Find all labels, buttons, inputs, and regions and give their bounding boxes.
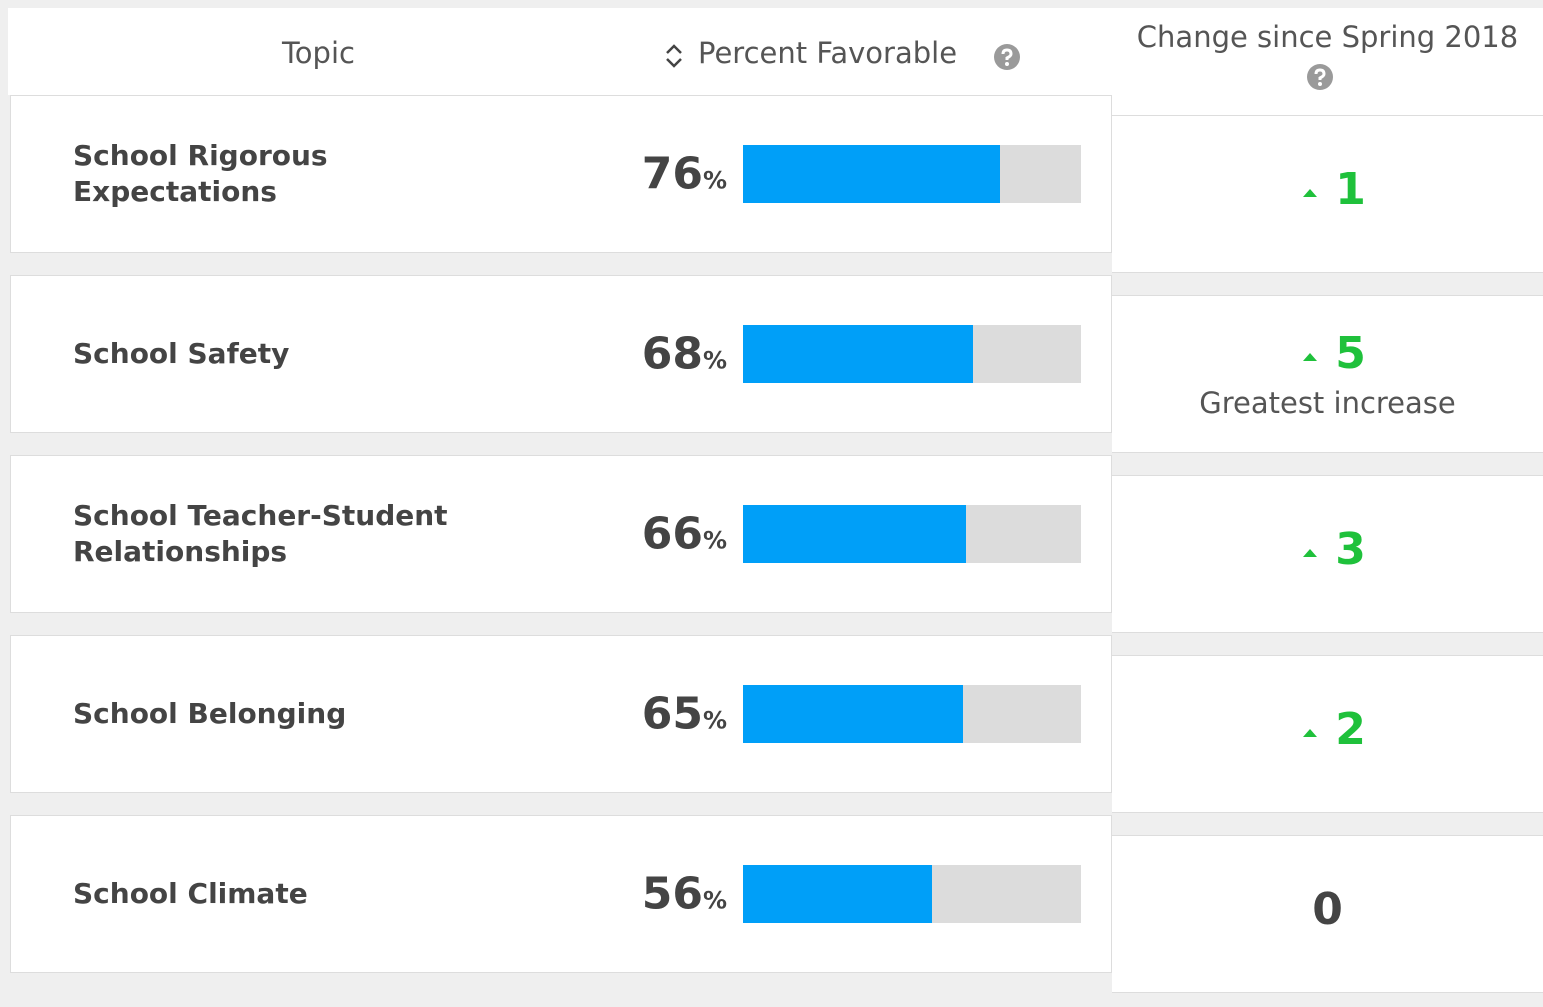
header-topic: Topic: [282, 36, 355, 70]
bar: [743, 145, 1000, 203]
header-change-bg: [1112, 8, 1543, 115]
help-icon[interactable]: [1306, 63, 1334, 91]
change-card: 0: [1112, 835, 1543, 993]
percent-value: 76%: [642, 149, 727, 200]
change-value: 3: [1112, 524, 1543, 575]
topic-label: School Rigorous Expectations: [73, 139, 328, 208]
topic-label: School Belonging: [73, 697, 347, 730]
sort-icon[interactable]: [664, 43, 684, 69]
bar: [743, 505, 967, 563]
percent-number: 65: [641, 688, 703, 740]
topic-card: School Climate 56%: [10, 815, 1112, 973]
change-card: 3: [1112, 475, 1543, 633]
change-number: 2: [1335, 704, 1366, 755]
header-change: Change since Spring 2018: [1136, 20, 1519, 54]
change-number: 5: [1335, 328, 1366, 379]
percent-value: 68%: [642, 329, 727, 380]
change-value: 0: [1112, 884, 1543, 935]
up-arrow: [1303, 549, 1318, 557]
percent-number: 56: [641, 868, 703, 920]
bar-track: [743, 865, 1081, 923]
change-value: 1: [1112, 164, 1543, 215]
change-card: 2: [1112, 655, 1543, 813]
bar-track: [743, 325, 1081, 383]
bar: [743, 685, 963, 743]
percent-value: 65%: [642, 689, 727, 740]
change-note: Greatest increase: [1199, 386, 1456, 420]
percent-unit: %: [702, 526, 727, 555]
percent-unit: %: [702, 346, 727, 375]
percent-number: 66: [641, 508, 703, 560]
bar-track: [743, 685, 1081, 743]
percent-unit: %: [702, 706, 727, 735]
topic-card: School Rigorous Expectations 76%: [10, 95, 1112, 253]
change-number: 3: [1335, 524, 1366, 575]
percent-value: 56%: [642, 869, 727, 920]
change-number: 1: [1335, 164, 1366, 215]
bar-track: [743, 145, 1081, 203]
up-arrow: [1303, 353, 1318, 361]
help-icon[interactable]: [993, 43, 1021, 71]
header-percent[interactable]: Percent Favorable: [698, 36, 958, 70]
change-number: 0: [1312, 884, 1343, 935]
bar: [743, 325, 973, 383]
bar-track: [743, 505, 1081, 563]
bar: [743, 865, 933, 923]
change-value: 5: [1112, 328, 1543, 379]
percent-unit: %: [702, 166, 727, 195]
topic-card: School Safety 68%: [10, 275, 1112, 433]
change-card: 5 Greatest increase: [1112, 295, 1543, 453]
topic-label: School Safety: [73, 337, 290, 370]
topic-label: School Teacher-Student Relationships: [73, 499, 448, 568]
topic-card: School Belonging 65%: [10, 635, 1112, 793]
percent-unit: %: [702, 886, 727, 915]
change-value: 2: [1112, 704, 1543, 755]
up-arrow: [1303, 729, 1318, 737]
percent-number: 76: [641, 148, 703, 200]
percent-number: 68: [641, 328, 703, 380]
topic-label: School Climate: [73, 877, 308, 910]
percent-value: 66%: [642, 509, 727, 560]
change-card: 1: [1112, 115, 1543, 273]
up-arrow: [1303, 189, 1318, 197]
topic-card: School Teacher-Student Relationships 66%: [10, 455, 1112, 613]
